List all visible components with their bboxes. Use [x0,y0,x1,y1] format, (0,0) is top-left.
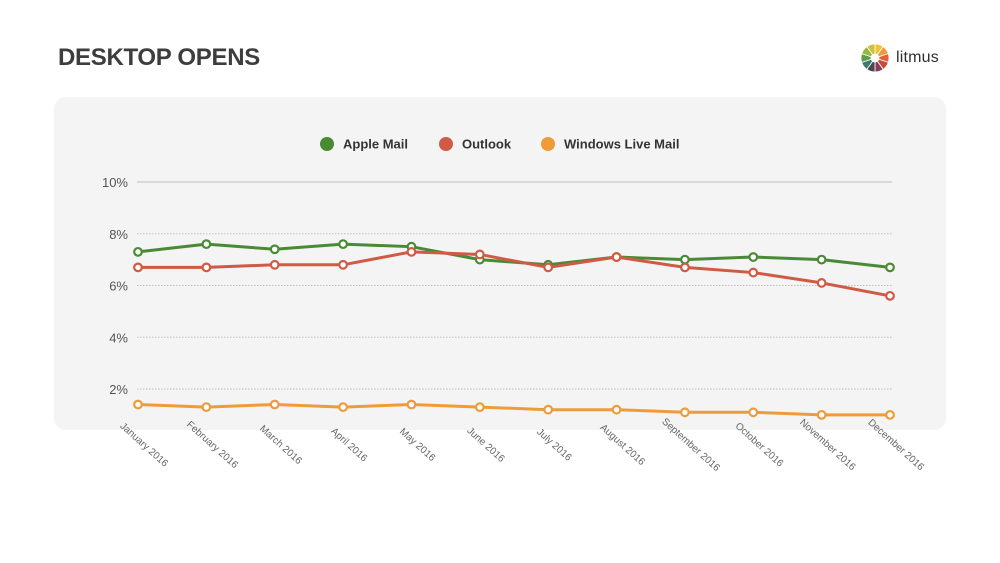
legend-label-outlook: Outlook [462,137,512,152]
series-line-outlook [136,250,892,298]
legend-item-windows-live-mail: Windows Live Mail [541,137,679,152]
x-tick-label: April 2016 [328,426,369,465]
legend-swatch-outlook [439,137,453,151]
series-outlook [133,246,895,301]
y-tick-label-10: 10% [102,175,128,190]
data-point-outlook [611,252,622,262]
data-point-windows-live-mail [748,407,759,418]
y-axis: 2% 4% 6% 8% 10% [102,175,128,397]
brand-logo: litmus [860,43,939,73]
data-point-windows-live-mail [201,402,212,413]
data-point-outlook [133,262,143,273]
x-axis: January 2016 February 2016 March 2016 April… [117,416,926,474]
data-point-windows-live-mail [816,409,827,420]
x-tick-label: December 2016 [866,417,927,473]
y-tick-label-6: 6% [109,279,128,294]
data-point-windows-live-mail [680,407,690,418]
data-point-outlook [474,249,485,260]
data-point-apple-mail [748,252,759,262]
data-point-windows-live-mail [543,404,554,415]
y-tick-label-2: 2% [109,382,128,397]
data-point-apple-mail [201,239,212,250]
data-point-windows-live-mail [406,399,417,410]
x-tick-label: July 2016 [534,427,573,464]
x-tick-label: May 2016 [397,426,437,464]
data-point-outlook [269,259,280,270]
data-point-outlook [748,267,759,278]
x-tick-label: June 2016 [464,425,506,465]
series-line-apple-mail [136,242,892,269]
chart-panel [54,97,946,430]
x-tick-label: January 2016 [117,421,170,470]
x-tick-label: February 2016 [184,419,240,471]
data-point-outlook [338,259,348,270]
data-point-windows-live-mail [885,409,895,420]
x-tick-label: September 2016 [659,416,722,474]
x-tick-label: March 2016 [257,423,304,467]
data-point-apple-mail [269,244,280,255]
legend-item-apple-mail: Apple Mail [320,137,408,152]
legend-item-outlook: Outlook [439,137,512,152]
page-title: DESKTOP OPENS [58,44,260,71]
x-tick-label: November 2016 [797,417,858,473]
data-point-apple-mail [338,239,348,250]
legend-swatch-windows-live-mail [541,137,555,151]
data-point-apple-mail [885,262,895,273]
data-point-apple-mail [680,254,690,265]
data-point-windows-live-mail [269,399,280,410]
data-point-windows-live-mail [474,402,485,413]
data-point-windows-live-mail [133,399,143,410]
legend-label-windows-live-mail: Windows Live Mail [564,137,679,152]
x-tick-label: August 2016 [598,422,647,468]
data-point-outlook [406,246,417,257]
legend-label-apple-mail: Apple Mail [343,137,408,152]
data-point-outlook [885,290,895,301]
data-point-outlook [680,262,690,273]
series-line-windows-live-mail [136,403,892,417]
chart-grid [137,181,892,390]
brand-name: litmus [896,49,939,66]
data-point-apple-mail [816,254,827,265]
chart-legend: Apple Mail Outlook Windows Live Mail [320,137,679,152]
data-point-windows-live-mail [611,404,622,415]
data-point-apple-mail [133,246,143,257]
data-point-outlook [816,278,827,288]
data-point-outlook [201,262,212,273]
litmus-logo-icon [860,43,890,73]
y-tick-label-4: 4% [109,330,128,345]
legend-swatch-apple-mail [320,137,334,151]
y-tick-label-8: 8% [109,227,128,242]
series-windows-live-mail [133,399,895,420]
x-tick-label: October 2016 [733,421,786,470]
data-point-windows-live-mail [338,402,348,413]
data-point-outlook [543,262,554,273]
chart-series [133,239,895,420]
